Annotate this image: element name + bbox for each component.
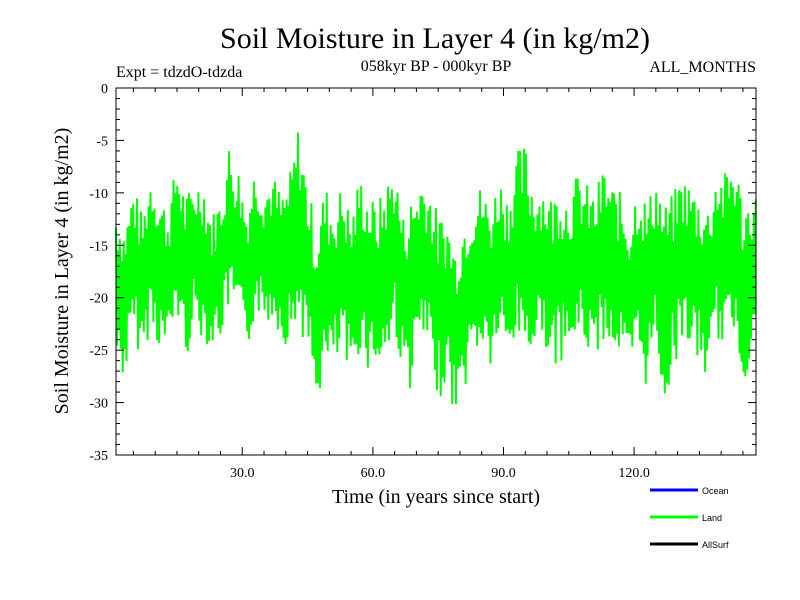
legend-label-land: Land [702,513,722,523]
y-tick-label: 0 [101,82,108,97]
y-axis-ticks: 0 -5 -10 -15 -20 -25 -30 -35 [89,82,756,464]
legend: Ocean Land AllSurf [650,486,729,550]
chart-title: Soil Moisture in Layer 4 (in kg/m2) [220,22,650,55]
chart-subtitle: 058kyr BP - 000kyr BP [361,58,512,75]
y-tick-label: -35 [89,449,108,464]
x-tick-label: 120.0 [618,466,650,481]
x-tick-label: 30.0 [230,466,255,481]
series-line-land [115,132,757,405]
season-label: ALL_MONTHS [649,59,756,76]
plot-area [115,132,757,405]
x-axis-ticks: 30.0 60.0 90.0 120.0 [132,88,744,481]
y-tick-label: -15 [89,239,108,254]
x-axis-label: Time (in years since start) [332,486,540,508]
y-tick-label: -10 [89,187,108,202]
legend-label-ocean: Ocean [702,486,729,496]
experiment-label: Expt = tdzdO-tdzda [116,64,242,81]
x-tick-label: 90.0 [491,466,516,481]
y-tick-label: -30 [89,397,108,412]
plot-frame [115,87,757,456]
x-tick-label: 60.0 [361,466,386,481]
y-axis-label: Soil Moisture in Layer 4 (in kg/m2) [51,128,73,415]
legend-label-allsurf: AllSurf [702,540,729,550]
y-tick-label: -20 [89,292,108,307]
y-tick-label: -5 [96,134,108,149]
y-tick-label: -25 [89,344,108,359]
